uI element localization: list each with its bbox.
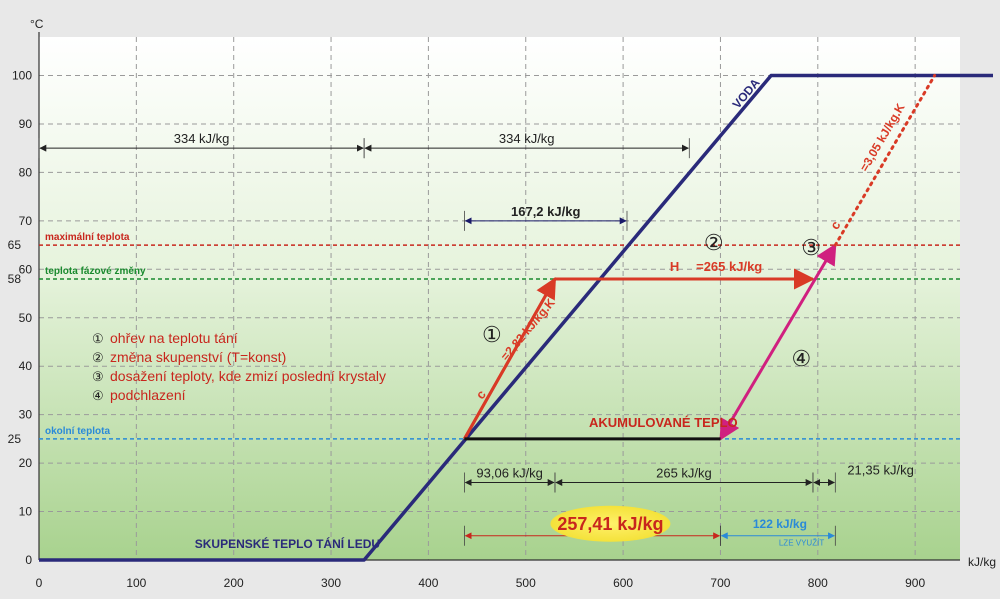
legend-number: ①: [92, 331, 104, 346]
y-tick-label: 80: [19, 165, 33, 179]
legend-number: ②: [92, 350, 104, 365]
x-tick-label: 600: [613, 576, 633, 590]
series-line: [39, 73, 993, 562]
x-tick-label: 100: [126, 576, 146, 590]
legend-text: podchlazení: [110, 387, 186, 403]
y-tick-label: 20: [19, 456, 33, 470]
dimension-label: 167,2 kJ/kg: [511, 204, 580, 219]
dimension-label: 122 kJ/kg: [753, 517, 807, 531]
x-tick-label: 0: [36, 576, 43, 590]
x-tick-label: 300: [321, 576, 341, 590]
dimension-arrows: 334 kJ/kg 334 kJ/kg 167,2 kJ/kg 93,06 kJ/kg…: [38, 131, 914, 546]
legend-text: ohřev na teplotu tání: [110, 330, 238, 346]
x-tick-label: 800: [808, 576, 828, 590]
y-tick-label: 50: [19, 311, 33, 325]
x-tick-label: 700: [710, 576, 730, 590]
y-tick-label: 30: [19, 408, 33, 422]
y-tick-label: 0: [25, 553, 32, 567]
ref-line-axis-label: 25: [8, 432, 22, 446]
x-axis-label: kJ/kg: [968, 555, 996, 569]
annotation: SKUPENSKÉ TEPLO TÁNÍ LEDU: [195, 536, 380, 551]
dimension-label: 21,35 kJ/kg: [847, 462, 914, 477]
annotation: H: [670, 259, 679, 274]
legend-number: ④: [92, 388, 104, 403]
dimension-label: 334 kJ/kg: [499, 131, 555, 146]
process-legend: ① ohřev na teplotu tání ② změna skupenství …: [92, 330, 386, 403]
y-tick-label: 100: [12, 69, 32, 83]
series-line: [719, 243, 837, 441]
series-segment: [463, 277, 557, 440]
x-tick-label: 400: [418, 576, 438, 590]
legend-number: ③: [92, 369, 104, 384]
annotation: ①: [482, 322, 502, 347]
dimension-label: 334 kJ/kg: [174, 131, 230, 146]
series-line: [833, 74, 937, 247]
y-tick-label: 70: [19, 214, 33, 228]
dimension-label: 265 kJ/kg: [656, 465, 712, 480]
y-tick-label: 90: [19, 117, 33, 131]
ref-line-axis-label: 58: [8, 272, 22, 286]
annotation: =265 kJ/kg: [696, 259, 762, 274]
legend-text: změna skupenství (T=konst): [110, 349, 286, 365]
annotation: ③: [801, 235, 821, 260]
y-tick-label: 40: [19, 359, 33, 373]
ref-line-label: maximální teplota: [45, 232, 130, 243]
reference-lines: maximální teplota 65 teplota fázové změny 5…: [8, 232, 960, 446]
annotation: AKUMULOVANÉ TEPLO: [589, 415, 738, 430]
x-tick-label: 500: [516, 576, 536, 590]
y-axis-label: °C: [30, 17, 44, 31]
annotation: ②: [704, 230, 724, 255]
x-tick-label: 200: [224, 576, 244, 590]
annotation: LZE VYUŽÍT: [779, 538, 824, 547]
highlight-ellipse: [550, 505, 671, 542]
plot-area: [39, 37, 960, 560]
legend-text: dosažení teploty, kde zmizí poslední kry…: [110, 368, 386, 384]
series-lines: [39, 73, 993, 562]
ref-line-label: okolní teplota: [45, 426, 110, 437]
annotation: ④: [792, 346, 812, 371]
y-tick-label: 60: [19, 262, 33, 276]
ref-line-axis-label: 65: [8, 238, 22, 252]
y-tick-label: 10: [19, 505, 33, 519]
dimension-label: 257,41 kJ/kg: [557, 514, 663, 534]
dimension-label: 93,06 kJ/kg: [476, 465, 543, 480]
x-tick-label: 900: [905, 576, 925, 590]
ref-line-label: teplota fázové změny: [45, 266, 146, 277]
